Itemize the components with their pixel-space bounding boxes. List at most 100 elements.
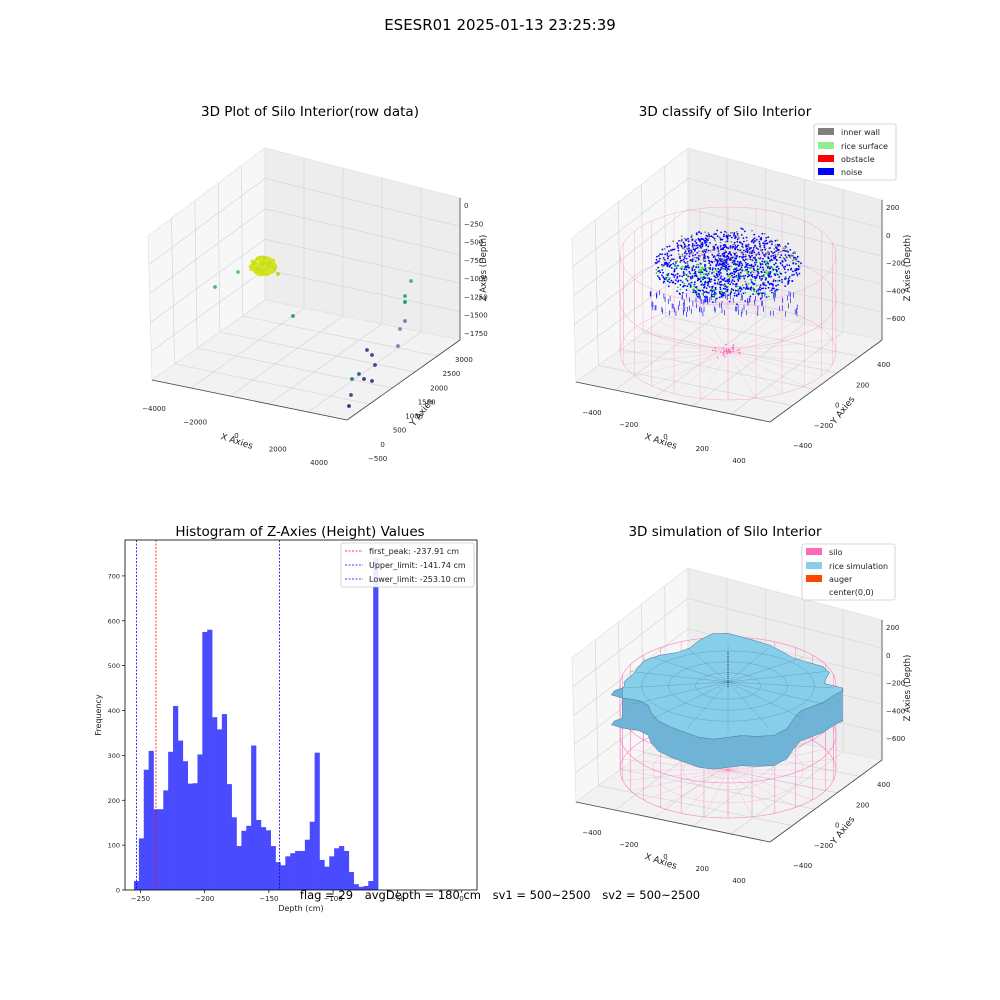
data-point bbox=[749, 253, 751, 255]
data-point bbox=[724, 250, 726, 252]
data-point bbox=[659, 278, 661, 280]
data-point bbox=[734, 260, 736, 262]
data-point bbox=[257, 272, 260, 275]
data-point bbox=[681, 260, 683, 262]
data-point bbox=[738, 294, 740, 296]
data-point bbox=[709, 261, 711, 263]
floor-point bbox=[739, 352, 741, 354]
floor-point bbox=[724, 350, 726, 352]
data-point bbox=[775, 280, 777, 282]
data-point bbox=[737, 278, 739, 280]
data-point bbox=[711, 288, 713, 290]
data-point bbox=[370, 353, 374, 357]
data-point bbox=[744, 292, 746, 294]
data-point bbox=[706, 251, 708, 253]
data-point bbox=[734, 249, 736, 251]
data-point bbox=[717, 248, 719, 250]
data-point bbox=[785, 256, 787, 258]
data-point bbox=[753, 272, 755, 274]
data-point bbox=[743, 293, 745, 295]
data-point bbox=[697, 277, 699, 279]
histogram-bar bbox=[232, 817, 237, 890]
data-point bbox=[741, 270, 743, 272]
data-point bbox=[347, 404, 351, 408]
data-point bbox=[668, 273, 670, 275]
data-point bbox=[716, 274, 718, 276]
data-point bbox=[664, 259, 666, 261]
histogram-bar bbox=[173, 706, 178, 890]
data-point bbox=[749, 257, 751, 259]
tick-label: 400 bbox=[877, 781, 890, 789]
floor-point bbox=[737, 350, 739, 352]
data-point bbox=[760, 266, 762, 268]
data-point bbox=[771, 259, 773, 261]
data-point bbox=[656, 256, 658, 258]
data-point bbox=[772, 288, 774, 290]
data-point bbox=[724, 288, 726, 290]
data-point bbox=[764, 249, 766, 251]
data-point bbox=[723, 236, 725, 238]
data-point bbox=[796, 260, 798, 262]
data-point bbox=[765, 240, 767, 242]
data-point bbox=[671, 258, 673, 260]
histogram-ylabel: Frequency bbox=[94, 694, 103, 736]
data-point bbox=[726, 232, 728, 234]
data-point bbox=[757, 289, 759, 291]
data-point bbox=[686, 285, 688, 287]
data-point bbox=[677, 247, 679, 249]
data-point bbox=[702, 279, 704, 281]
data-point bbox=[715, 277, 717, 279]
data-point bbox=[720, 288, 722, 290]
data-point bbox=[694, 290, 696, 292]
data-point bbox=[701, 246, 703, 248]
data-point bbox=[667, 280, 669, 282]
data-point bbox=[750, 259, 752, 261]
data-point bbox=[734, 263, 736, 265]
tick-label: 2000 bbox=[430, 384, 448, 392]
data-point bbox=[769, 260, 771, 262]
data-point bbox=[250, 264, 253, 267]
data-point bbox=[777, 254, 779, 256]
data-point bbox=[720, 272, 722, 274]
data-point bbox=[742, 284, 744, 286]
data-point bbox=[680, 267, 682, 269]
data-point bbox=[731, 275, 733, 277]
data-point bbox=[767, 273, 769, 275]
data-point bbox=[728, 266, 730, 268]
data-point bbox=[744, 275, 746, 277]
data-point bbox=[720, 267, 722, 269]
data-point bbox=[661, 253, 663, 255]
histogram-bar bbox=[266, 830, 271, 890]
data-point bbox=[729, 235, 731, 237]
data-point bbox=[667, 258, 669, 260]
data-point bbox=[787, 269, 789, 271]
data-point bbox=[680, 240, 682, 242]
data-point bbox=[698, 255, 700, 257]
data-point bbox=[657, 267, 659, 269]
data-point bbox=[659, 270, 661, 272]
data-point bbox=[745, 256, 747, 258]
data-point bbox=[794, 268, 796, 270]
data-point bbox=[778, 268, 780, 270]
data-point bbox=[752, 259, 754, 261]
data-point bbox=[779, 271, 781, 273]
data-point bbox=[696, 232, 698, 234]
data-point bbox=[745, 283, 747, 285]
data-point bbox=[755, 261, 757, 263]
data-point bbox=[752, 287, 754, 289]
data-point bbox=[745, 281, 747, 283]
data-point bbox=[681, 246, 683, 248]
data-point bbox=[705, 244, 707, 246]
data-point bbox=[678, 240, 680, 242]
data-point bbox=[700, 233, 702, 235]
data-point bbox=[672, 249, 674, 251]
data-point bbox=[784, 278, 786, 280]
data-point bbox=[787, 243, 789, 245]
data-point bbox=[765, 237, 767, 239]
histogram-xlabel: Depth (cm) bbox=[278, 904, 323, 913]
data-point bbox=[682, 255, 684, 257]
data-point bbox=[684, 268, 686, 270]
data-point bbox=[256, 267, 259, 270]
data-point bbox=[751, 271, 753, 273]
data-point bbox=[758, 253, 760, 255]
